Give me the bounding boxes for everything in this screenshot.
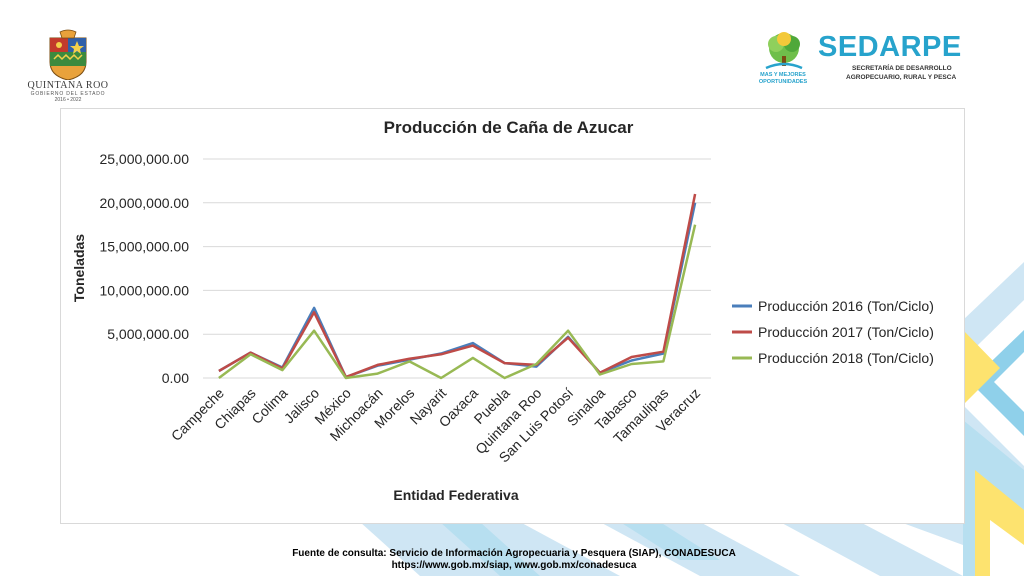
brand-name: SEDARPE [818,31,962,63]
logo-years: 2016 • 2022 [54,97,82,103]
x-axis-label: Entidad Federativa [393,487,518,503]
chart-series-lines [218,193,697,380]
sedarpe-logo: MAS Y MEJORES OPORTUNIDADES SEDARPE SECR… [752,30,962,90]
tree-icon [765,32,803,70]
y-axis-ticks: 0.00 5,000,000.00 10,000,000.00 15,000,000.… [99,151,189,386]
chart-gridlines [203,158,711,379]
chart-title: Producción de Caña de Azucar [383,118,634,137]
series-line-1 [218,202,697,379]
y-tick-label: 5,000,000.00 [107,326,189,342]
brand-line-2: AGROPECUARIO, RURAL Y PESCA [846,74,957,81]
x-axis-ticks: CampecheChiapasColimaJaliscoMéxicoMichoa… [168,385,703,466]
legend-label: Producción 2016 (Ton/Ciclo) [758,298,934,314]
chart-container [60,108,965,524]
logo-subtitle: GOBIERNO DEL ESTADO [30,91,106,97]
legend-label: Producción 2017 (Ton/Ciclo) [758,324,934,340]
y-tick-label: 25,000,000.00 [99,151,189,167]
source-links: https://www.gob.mx/siap, www.gob.mx/cona… [391,560,637,571]
logo-tagline-2: OPORTUNIDADES [758,79,808,85]
x-tick-label: Colima [248,385,290,427]
y-tick-label: 20,000,000.00 [99,195,189,211]
chart-legend: Producción 2016 (Ton/Ciclo) Producción 20… [732,298,934,366]
logo-state-name: QUINTANA ROO [27,80,109,91]
series-line-2 [218,193,697,379]
quintana-roo-logo: QUINTANA ROO GOBIERNO DEL ESTADO 2016 • … [26,28,110,103]
logo-tagline-1: MAS Y MEJORES [760,72,806,78]
legend-label: Producción 2018 (Ton/Ciclo) [758,350,934,366]
coat-of-arms-icon [49,29,87,80]
source-note: Fuente de consulta: Servicio de Informac… [292,548,736,559]
y-tick-label: 0.00 [162,370,189,386]
y-tick-label: 15,000,000.00 [99,239,189,255]
brand-line-1: SECRETARÍA DE DESARROLLO [852,65,952,72]
decorative-pattern-bottom [360,522,963,576]
series-line-3 [218,224,697,380]
y-axis-label: Toneladas [71,234,87,302]
y-tick-label: 10,000,000.00 [99,282,189,298]
